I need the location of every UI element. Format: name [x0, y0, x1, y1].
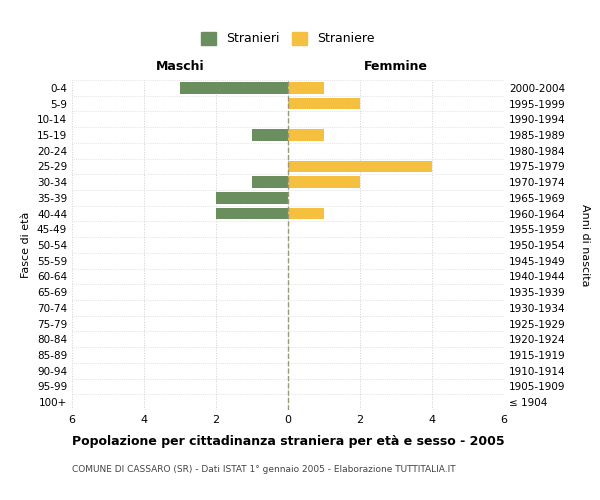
Bar [288, 82, 324, 94]
Bar [180, 82, 288, 94]
Bar [252, 176, 288, 188]
Legend: Stranieri, Straniere: Stranieri, Straniere [196, 27, 380, 50]
Text: Maschi: Maschi [155, 60, 205, 74]
Bar [252, 129, 288, 141]
Text: COMUNE DI CASSARO (SR) - Dati ISTAT 1° gennaio 2005 - Elaborazione TUTTITALIA.IT: COMUNE DI CASSARO (SR) - Dati ISTAT 1° g… [72, 465, 455, 474]
Bar [216, 192, 288, 204]
Bar [288, 176, 360, 188]
Bar [288, 129, 324, 141]
Text: Popolazione per cittadinanza straniera per età e sesso - 2005: Popolazione per cittadinanza straniera p… [72, 435, 505, 448]
Bar [216, 208, 288, 220]
Bar [288, 208, 324, 220]
Y-axis label: Anni di nascita: Anni di nascita [580, 204, 589, 286]
Text: Femmine: Femmine [364, 60, 428, 74]
Y-axis label: Fasce di età: Fasce di età [22, 212, 31, 278]
Bar [288, 160, 432, 172]
Bar [288, 98, 360, 110]
